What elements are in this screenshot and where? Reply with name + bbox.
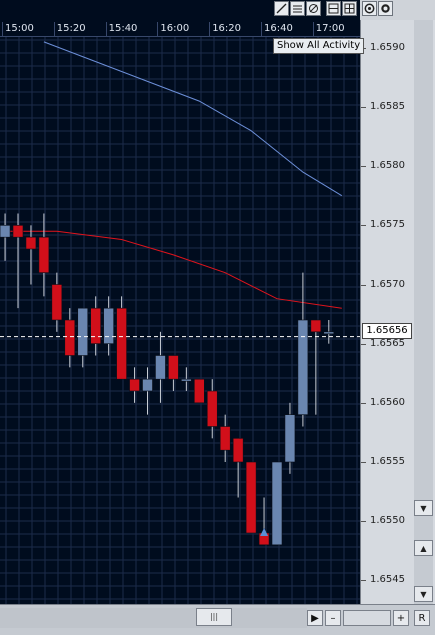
chart-area[interactable] <box>0 0 360 604</box>
price-axis-tick <box>361 462 366 463</box>
time-axis-label: 17:00 <box>315 23 345 34</box>
price-axis-label: 1.6590 <box>370 41 405 53</box>
time-axis-label: 15:40 <box>108 23 138 34</box>
time-axis-label: 16:20 <box>212 23 242 34</box>
candle-body <box>284 414 296 463</box>
zoom-track[interactable] <box>343 610 391 626</box>
grid-2-icon[interactable] <box>342 1 357 16</box>
target-icon[interactable] <box>378 1 393 16</box>
price-axis-label: 1.6565 <box>370 337 405 349</box>
candle-body <box>38 236 50 273</box>
show-all-activity-button[interactable]: Show All Activity <box>273 38 365 54</box>
zoom-in-button[interactable]: + <box>393 610 409 626</box>
candle-body <box>116 307 127 380</box>
current-price-label: 1.65656 <box>362 323 412 339</box>
candle-body <box>297 319 309 415</box>
time-axis-label: 15:20 <box>56 23 86 34</box>
candle-body <box>51 284 63 321</box>
price-axis-label: 1.6555 <box>370 456 405 467</box>
candle-body <box>323 331 335 335</box>
candle-body <box>12 225 24 238</box>
draw-line-icon[interactable] <box>274 1 289 16</box>
hscroll-thumb[interactable]: ||| <box>196 608 232 626</box>
reset-button[interactable]: R <box>414 610 430 626</box>
time-axis-label: 15:00 <box>5 23 34 34</box>
price-axis-tick <box>361 402 366 404</box>
price-axis-tick <box>361 107 366 108</box>
settings-icon[interactable] <box>362 1 377 16</box>
buy-marker <box>260 528 269 536</box>
time-axis-tick <box>2 22 3 36</box>
vertical-scrollbar[interactable]: ▼ ▲ ▼ <box>414 20 433 604</box>
price-axis-label: 1.6580 <box>370 160 405 172</box>
candle-body <box>129 378 140 392</box>
time-axis-label: 16:00 <box>160 23 190 34</box>
horizontal-scrollbar[interactable]: ||| ▶ – + R <box>0 604 435 635</box>
candle-body <box>206 390 218 427</box>
candle-body <box>271 461 283 546</box>
grid-1-icon[interactable] <box>326 1 341 16</box>
price-axis-tick <box>361 284 366 286</box>
candle-body <box>77 307 89 356</box>
time-axis-tick <box>312 22 314 36</box>
candle-body <box>232 438 244 463</box>
candle-body <box>168 355 179 380</box>
price-axis-label: 1.6585 <box>370 101 405 112</box>
scroll-up-icon[interactable]: ▲ <box>414 540 433 556</box>
price-axis-label: 1.6550 <box>370 515 405 527</box>
price-axis-tick <box>361 225 366 227</box>
candle-body <box>245 461 257 534</box>
price-axis-label: 1.6570 <box>370 278 405 290</box>
price-chart[interactable] <box>0 0 360 604</box>
price-axis-tick <box>361 166 366 168</box>
price-axis-tick <box>361 521 366 523</box>
time-axis-tick <box>209 22 211 36</box>
candle-body <box>25 236 37 250</box>
hscroll-track[interactable] <box>0 608 307 628</box>
ma-blue-line <box>43 41 343 197</box>
candle-body <box>194 378 205 404</box>
price-axis-label: 1.6545 <box>370 574 405 586</box>
time-axis-label: 16:40 <box>264 23 293 34</box>
candle-body <box>103 307 114 344</box>
zoom-out-button[interactable]: – <box>325 610 341 626</box>
candle-body <box>310 319 322 333</box>
scroll-down-end-icon[interactable]: ▼ <box>414 586 433 602</box>
candle-body <box>142 378 153 392</box>
candle-body <box>181 378 192 382</box>
price-axis-tick <box>361 343 366 345</box>
scroll-down-icon[interactable]: ▼ <box>414 500 433 516</box>
candle-body <box>219 426 231 451</box>
candle-body <box>90 307 101 344</box>
time-axis-tick <box>157 22 159 36</box>
price-axis-label: 1.6575 <box>370 219 405 231</box>
time-axis-tick <box>53 22 55 36</box>
candle-body <box>155 355 166 380</box>
candle-body <box>64 319 76 356</box>
candle-body <box>0 225 11 238</box>
delete-drawing-icon[interactable] <box>306 1 321 16</box>
ma-red-line <box>5 230 342 309</box>
time-axis-tick <box>105 22 107 36</box>
price-axis-tick <box>361 580 366 582</box>
time-axis: 15:00 15:20 15:40 16:00 16:20 16:40 17:00 <box>0 22 360 37</box>
chart-toolbar <box>274 1 394 19</box>
horizontal-lines-icon[interactable] <box>290 1 305 16</box>
price-axis-label: 1.6560 <box>370 396 405 408</box>
time-axis-tick <box>261 22 262 36</box>
play-icon[interactable]: ▶ <box>307 610 323 626</box>
